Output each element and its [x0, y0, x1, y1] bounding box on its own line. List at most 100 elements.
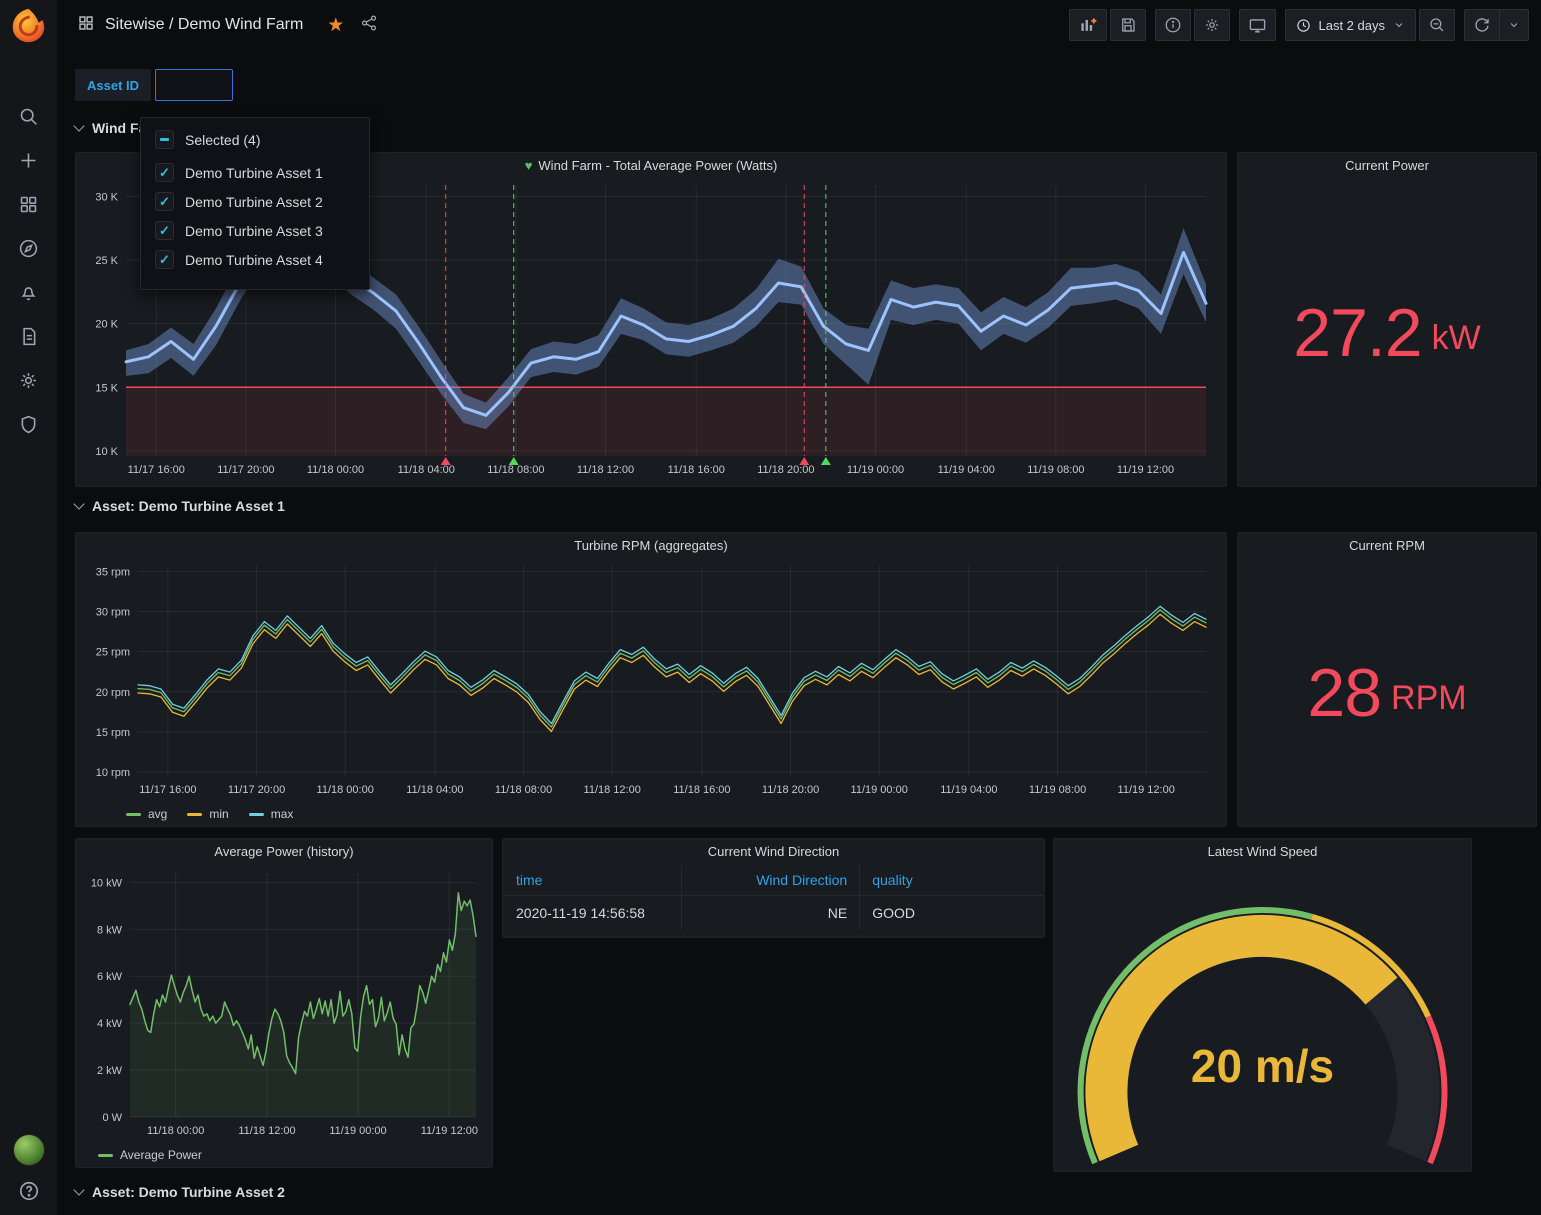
- svg-text:10 kW: 10 kW: [91, 877, 123, 889]
- svg-text:11/17 20:00: 11/17 20:00: [217, 464, 274, 476]
- help-icon[interactable]: [18, 1180, 40, 1207]
- chevron-down-icon: [73, 1184, 85, 1196]
- svg-text:30 K: 30 K: [95, 191, 118, 203]
- col-time[interactable]: time: [504, 865, 683, 896]
- svg-text:11/17 20:00: 11/17 20:00: [228, 784, 285, 796]
- search-icon[interactable]: [0, 94, 57, 138]
- breadcrumb: Sitewise / Demo Wind Farm ★: [77, 14, 378, 37]
- svg-text:11/17 16:00: 11/17 16:00: [128, 464, 185, 476]
- svg-text:11/18 20:00: 11/18 20:00: [762, 784, 819, 796]
- add-panel-button[interactable]: [1068, 9, 1107, 41]
- sidebar-nav: [0, 94, 57, 446]
- panel-wind-direction: Current Wind Direction time Wind Directi…: [502, 838, 1045, 938]
- sidebar-bottom: [0, 1134, 57, 1207]
- table-row: 2020-11-19 14:56:58 NE GOOD: [504, 895, 1043, 930]
- avg-power-legend: Average Power: [98, 1148, 202, 1162]
- favorite-star-icon[interactable]: ★: [327, 14, 345, 36]
- svg-text:11/19 04:00: 11/19 04:00: [938, 464, 995, 476]
- svg-text:11/19 08:00: 11/19 08:00: [1029, 784, 1086, 796]
- col-quality[interactable]: quality: [859, 865, 1043, 896]
- refresh-interval-dropdown[interactable]: [1500, 9, 1529, 41]
- legend-item-min[interactable]: min: [187, 807, 229, 821]
- checked-checkbox[interactable]: ✓: [155, 163, 174, 182]
- checked-checkbox[interactable]: ✓: [155, 221, 174, 240]
- indeterminate-checkbox[interactable]: [155, 130, 174, 149]
- svg-text:20 K: 20 K: [95, 319, 118, 331]
- dropdown-option[interactable]: ✓ Demo Turbine Asset 1: [155, 163, 355, 182]
- legend-item-average-power[interactable]: Average Power: [98, 1148, 202, 1162]
- panel-current-power: Current Power 27.2 kW: [1237, 152, 1537, 487]
- docs-file-icon[interactable]: [0, 314, 57, 358]
- svg-text:11/18 16:00: 11/18 16:00: [673, 784, 730, 796]
- wind-farm-power-chart[interactable]: 11/17 16:00 11/17 20:00 11/18 00:00 11/18 0…: [82, 179, 1220, 480]
- dashboard-toolbar: Last 2 days: [1068, 9, 1529, 41]
- panel-title[interactable]: ♥ Wind Farm - Total Average Power (Watts): [524, 158, 778, 173]
- dashboard-info-button[interactable]: [1154, 9, 1191, 41]
- save-dashboard-button[interactable]: [1109, 9, 1146, 41]
- row-header-asset-1[interactable]: Asset: Demo Turbine Asset 1: [73, 498, 285, 514]
- dashboard-settings-button[interactable]: [1193, 9, 1230, 41]
- panel-wind-farm-power: ♥ Wind Farm - Total Average Power (Watts)…: [75, 152, 1227, 487]
- cell-quality: GOOD: [872, 905, 915, 921]
- panel-title[interactable]: Current Power: [1345, 158, 1429, 173]
- zoom-out-time-button[interactable]: [1419, 9, 1455, 41]
- rpm-legend: avg min max: [126, 807, 293, 821]
- current-power-value: 27.2: [1293, 294, 1422, 371]
- explore-compass-icon[interactable]: [0, 226, 57, 270]
- top-bar: Sitewise / Demo Wind Farm ★ Last 2 days: [57, 0, 1541, 50]
- svg-text:10 rpm: 10 rpm: [96, 767, 130, 779]
- configuration-gear-icon[interactable]: [0, 358, 57, 402]
- dropdown-option[interactable]: ✓ Demo Turbine Asset 3: [155, 221, 355, 240]
- create-plus-icon[interactable]: [0, 138, 57, 182]
- asset-id-dropdown: Selected (4) ✓ Demo Turbine Asset 1 ✓ De…: [140, 117, 370, 290]
- svg-text:35 rpm: 35 rpm: [96, 566, 130, 578]
- checked-checkbox[interactable]: ✓: [155, 192, 174, 211]
- turbine-rpm-chart[interactable]: 11/17 16:00 11/17 20:00 11/18 00:00 11/18 0…: [82, 559, 1220, 800]
- dropdown-selected-all[interactable]: Selected (4): [155, 130, 355, 149]
- checked-checkbox[interactable]: ✓: [155, 250, 174, 269]
- legend-item-avg[interactable]: avg: [126, 807, 167, 821]
- panel-title[interactable]: Current Wind Direction: [707, 844, 840, 859]
- alerting-bell-icon[interactable]: [0, 270, 57, 314]
- stat-value-wrap: 28 RPM: [1238, 559, 1536, 826]
- stat-value-wrap: 27.2 kW: [1238, 179, 1536, 486]
- tv-mode-button[interactable]: [1238, 9, 1276, 41]
- svg-text:25 K: 25 K: [95, 255, 118, 267]
- time-range-picker[interactable]: Last 2 days: [1284, 9, 1416, 41]
- avg-power-history-chart[interactable]: 11/18 00:00 11/18 12:00 11/19 00:00 11/19 1…: [82, 865, 486, 1141]
- refresh-button[interactable]: [1464, 9, 1500, 41]
- user-avatar[interactable]: [12, 1134, 45, 1166]
- svg-text:11/18 04:00: 11/18 04:00: [398, 464, 455, 476]
- wind-direction-table: time Wind Direction quality 2020-11-19 1…: [504, 865, 1043, 930]
- svg-text:25 rpm: 25 rpm: [96, 647, 130, 659]
- security-shield-icon[interactable]: [0, 402, 57, 446]
- dropdown-option[interactable]: ✓ Demo Turbine Asset 4: [155, 250, 355, 269]
- grafana-logo-icon[interactable]: [10, 7, 47, 44]
- svg-text:11/18 08:00: 11/18 08:00: [487, 464, 544, 476]
- panel-title[interactable]: Turbine RPM (aggregates): [574, 538, 728, 553]
- col-wind-direction[interactable]: Wind Direction: [681, 865, 861, 896]
- heart-icon: ♥: [524, 158, 533, 173]
- wind-speed-gauge-chart[interactable]: [1060, 865, 1465, 1165]
- row-header-asset-2[interactable]: Asset: Demo Turbine Asset 2: [73, 1184, 285, 1200]
- svg-text:11/18 00:00: 11/18 00:00: [317, 784, 374, 796]
- dropdown-option[interactable]: ✓ Demo Turbine Asset 2: [155, 192, 355, 211]
- panel-title[interactable]: Average Power (history): [214, 844, 354, 859]
- svg-text:10 K: 10 K: [95, 446, 118, 458]
- dashboards-icon[interactable]: [77, 14, 95, 37]
- dashboards-icon[interactable]: [0, 182, 57, 226]
- legend-item-max[interactable]: max: [248, 807, 293, 821]
- svg-text:11/18 04:00: 11/18 04:00: [406, 784, 463, 796]
- svg-text:11/19 12:00: 11/19 12:00: [1117, 464, 1174, 476]
- svg-text:15 K: 15 K: [95, 382, 118, 394]
- svg-text:30 rpm: 30 rpm: [96, 607, 130, 619]
- panel-title[interactable]: Current RPM: [1349, 538, 1425, 553]
- variable-label: Asset ID: [75, 69, 152, 101]
- cell-time: 2020-11-19 14:56:58: [504, 895, 683, 930]
- asset-id-input[interactable]: [155, 69, 234, 101]
- panel-title[interactable]: Latest Wind Speed: [1207, 844, 1318, 859]
- svg-text:11/18 00:00: 11/18 00:00: [147, 1125, 204, 1137]
- template-variable: Asset ID: [75, 69, 234, 101]
- share-icon[interactable]: [360, 14, 378, 37]
- chevron-down-icon: [73, 498, 85, 510]
